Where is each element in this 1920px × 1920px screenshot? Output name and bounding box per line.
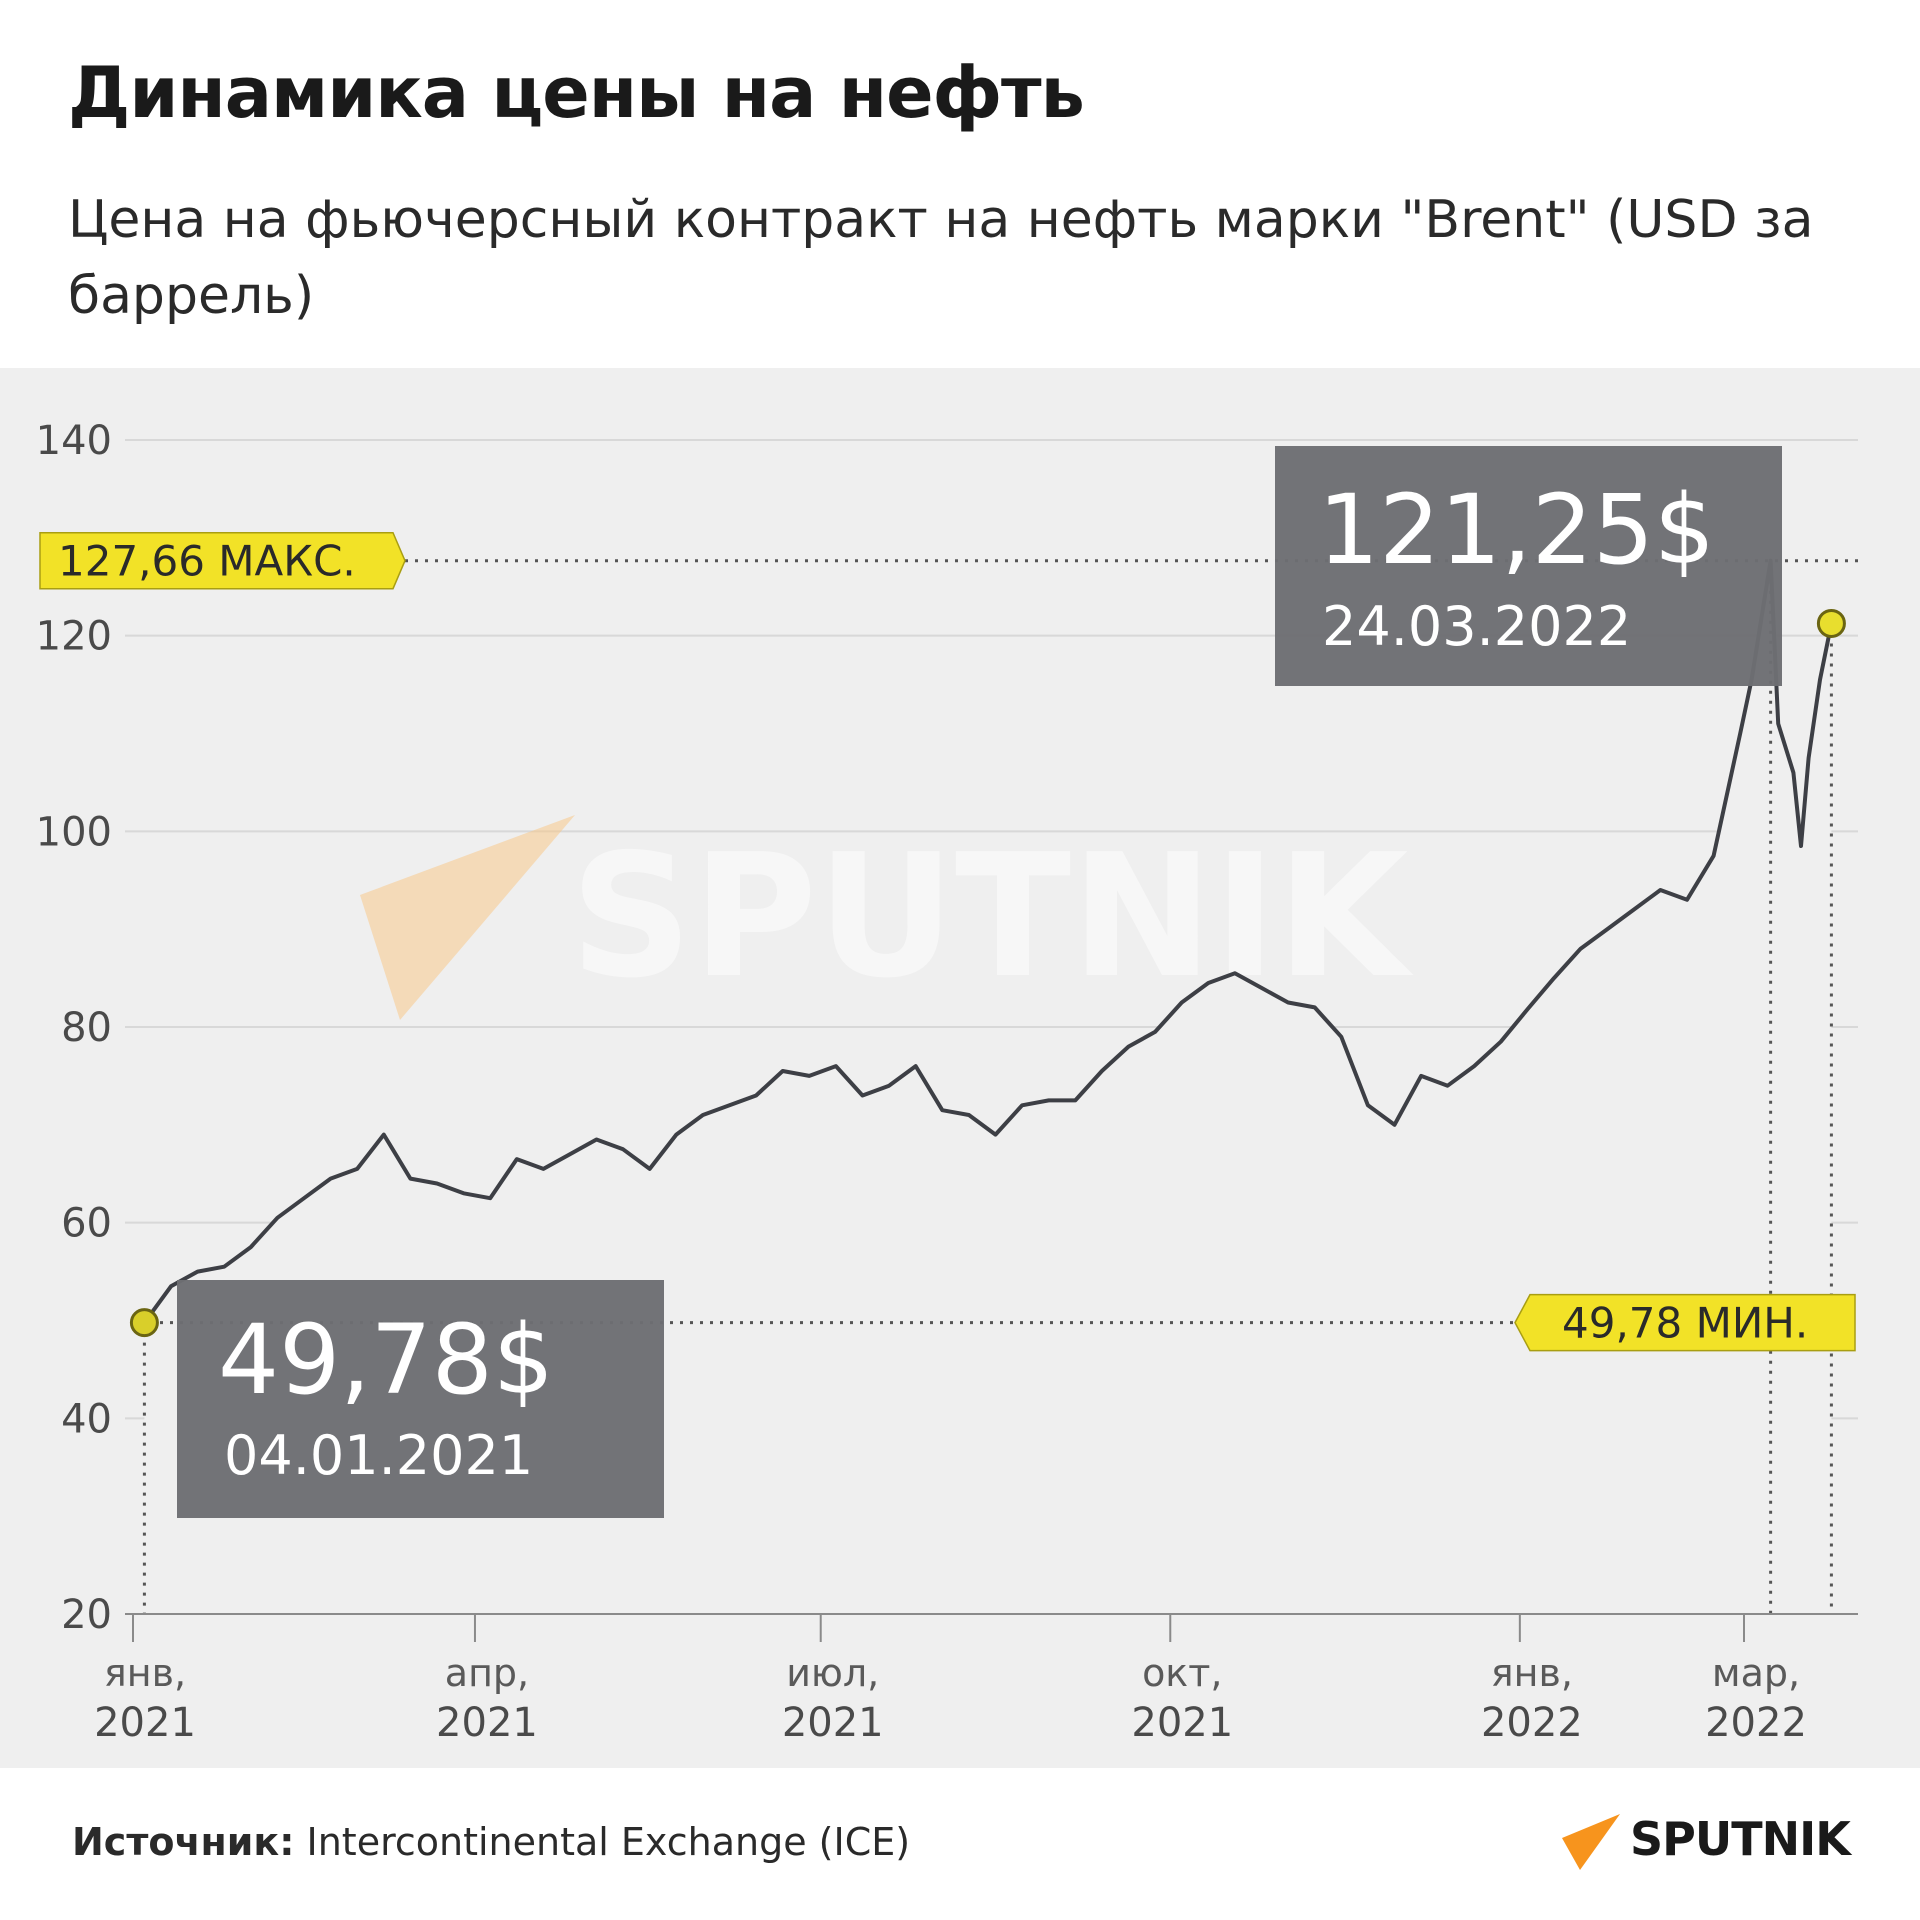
start-info-box [177, 1280, 664, 1518]
x-tick-label-month: окт, [1142, 1651, 1222, 1695]
sputnik-logo: SPUTNIK [1558, 1808, 1858, 1878]
start-point-marker [129, 1308, 159, 1338]
x-tick-label-month: апр, [445, 1651, 529, 1695]
min-value-label: 49,78 МИН. [1562, 1299, 1808, 1348]
source-value: Intercontinental Exchange (ICE) [294, 1820, 911, 1864]
y-tick-label: 140 [36, 418, 112, 464]
chart-title: Динамика цены на нефть [68, 52, 1085, 134]
x-tick-label-year: 2021 [436, 1700, 538, 1746]
watermark-logo-icon [360, 815, 575, 1020]
min-value-tag [1514, 1293, 1856, 1352]
sputnik-logo-icon [1562, 1814, 1620, 1870]
y-tick-labels: 20 40 60 80 100 120 140 [36, 418, 112, 1638]
x-tick-label-year: 2022 [1481, 1700, 1583, 1746]
start-date-label: 04.01.2021 [224, 1424, 533, 1487]
x-tick-label-year: 2021 [782, 1700, 884, 1746]
annotations: 127,66 МАКС. 49,78 МИН. 121,25$ 24.03.2022 4… [39, 446, 1856, 1518]
price-chart: 20 40 60 80 100 120 140 SPUTNIK янв, 2021 апр, 20… [0, 368, 1920, 1768]
end-info-box [1275, 446, 1782, 686]
x-tick-label-month: янв, [1491, 1651, 1573, 1695]
sputnik-logo-text: SPUTNIK [1630, 1812, 1851, 1866]
y-tick-label: 20 [61, 1592, 112, 1638]
x-tick-label-year: 2021 [94, 1700, 196, 1746]
start-price-label: 49,78$ [218, 1304, 554, 1416]
y-tick-label: 120 [36, 614, 112, 660]
end-point-marker [1816, 608, 1846, 638]
x-tick-label-month: янв, [104, 1651, 186, 1695]
end-price-label: 121,25$ [1318, 474, 1715, 586]
x-tick-label-year: 2021 [1131, 1700, 1233, 1746]
chart-subtitle: Цена на фьючерсный контракт на нефть мар… [68, 190, 1814, 326]
x-tick-label-month: июл, [786, 1651, 879, 1695]
source-label: Источник: [72, 1820, 295, 1864]
max-value-tag [39, 531, 406, 590]
max-value-label: 127,66 МАКС. [58, 537, 356, 586]
watermark: SPUTNIK [360, 815, 1414, 1020]
x-tick-label-month: мар, [1712, 1651, 1800, 1695]
watermark-text: SPUTNIK [570, 818, 1414, 1016]
source-note: Источник: Intercontinental Exchange (ICE… [72, 1820, 910, 1864]
y-tick-label: 100 [36, 809, 112, 855]
x-tick-label-year: 2022 [1705, 1700, 1807, 1746]
x-axis: янв, 2021 апр, 2021 июл, 2021 окт, 2021 янв, 2022… [94, 1613, 1858, 1746]
y-tick-label: 80 [61, 1005, 112, 1051]
end-date-label: 24.03.2022 [1322, 595, 1631, 658]
price-line [142, 558, 1834, 1324]
y-tick-label: 40 [61, 1396, 112, 1442]
y-tick-label: 60 [61, 1201, 112, 1247]
